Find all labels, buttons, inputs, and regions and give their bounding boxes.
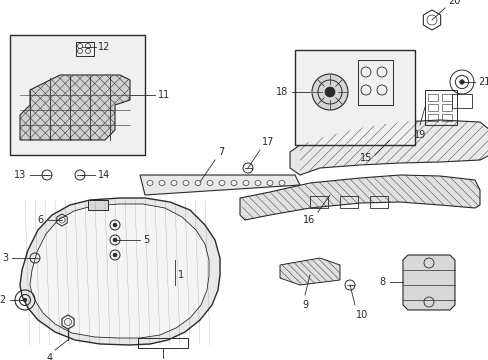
Ellipse shape bbox=[279, 180, 285, 185]
Ellipse shape bbox=[254, 180, 261, 185]
Text: 18: 18 bbox=[275, 87, 287, 97]
Text: 8: 8 bbox=[379, 277, 385, 287]
Ellipse shape bbox=[159, 180, 164, 185]
Circle shape bbox=[23, 298, 27, 302]
Text: 20: 20 bbox=[447, 0, 459, 6]
Ellipse shape bbox=[183, 180, 189, 185]
Polygon shape bbox=[30, 204, 208, 338]
Polygon shape bbox=[140, 175, 299, 195]
Text: 9: 9 bbox=[301, 300, 307, 310]
Ellipse shape bbox=[266, 180, 272, 185]
Text: 14: 14 bbox=[98, 170, 110, 180]
Bar bbox=[369, 196, 387, 208]
Bar bbox=[10, 35, 145, 155]
Polygon shape bbox=[402, 255, 454, 310]
Ellipse shape bbox=[171, 180, 177, 185]
Polygon shape bbox=[280, 258, 339, 285]
Ellipse shape bbox=[243, 180, 248, 185]
Polygon shape bbox=[289, 120, 488, 175]
Text: 7: 7 bbox=[218, 147, 224, 157]
Circle shape bbox=[325, 87, 334, 97]
Ellipse shape bbox=[230, 180, 237, 185]
Bar bbox=[427, 104, 437, 111]
Bar bbox=[309, 196, 327, 208]
Polygon shape bbox=[20, 75, 130, 140]
Text: 13: 13 bbox=[14, 170, 26, 180]
Bar bbox=[76, 42, 94, 56]
Text: 1: 1 bbox=[178, 270, 184, 280]
Text: 5: 5 bbox=[142, 235, 149, 245]
Bar bbox=[441, 94, 451, 101]
Text: 3: 3 bbox=[2, 253, 8, 263]
Bar bbox=[357, 60, 392, 105]
Bar bbox=[451, 94, 471, 108]
Bar bbox=[441, 104, 451, 111]
Circle shape bbox=[311, 74, 347, 110]
Ellipse shape bbox=[219, 180, 224, 185]
Text: 6: 6 bbox=[38, 215, 44, 225]
Bar bbox=[427, 114, 437, 121]
Text: 19: 19 bbox=[413, 130, 425, 140]
Circle shape bbox=[113, 223, 117, 227]
Polygon shape bbox=[20, 198, 220, 345]
Polygon shape bbox=[240, 175, 479, 220]
Text: 4: 4 bbox=[47, 353, 53, 360]
Bar bbox=[339, 196, 357, 208]
Bar bbox=[138, 338, 187, 348]
Text: 2: 2 bbox=[0, 295, 6, 305]
Text: 21: 21 bbox=[477, 77, 488, 87]
Ellipse shape bbox=[147, 180, 153, 185]
Polygon shape bbox=[88, 200, 108, 210]
Text: 16: 16 bbox=[302, 215, 314, 225]
Bar bbox=[294, 50, 414, 145]
Ellipse shape bbox=[206, 180, 213, 185]
Circle shape bbox=[113, 238, 117, 242]
Bar bbox=[424, 90, 456, 125]
Text: 12: 12 bbox=[98, 42, 110, 52]
Text: 10: 10 bbox=[355, 310, 367, 320]
Ellipse shape bbox=[195, 180, 201, 185]
Text: 15: 15 bbox=[359, 153, 371, 163]
Circle shape bbox=[113, 253, 117, 257]
Text: 11: 11 bbox=[158, 90, 170, 100]
Circle shape bbox=[459, 80, 464, 84]
Text: 17: 17 bbox=[262, 137, 274, 147]
Bar bbox=[427, 94, 437, 101]
Bar bbox=[441, 114, 451, 121]
